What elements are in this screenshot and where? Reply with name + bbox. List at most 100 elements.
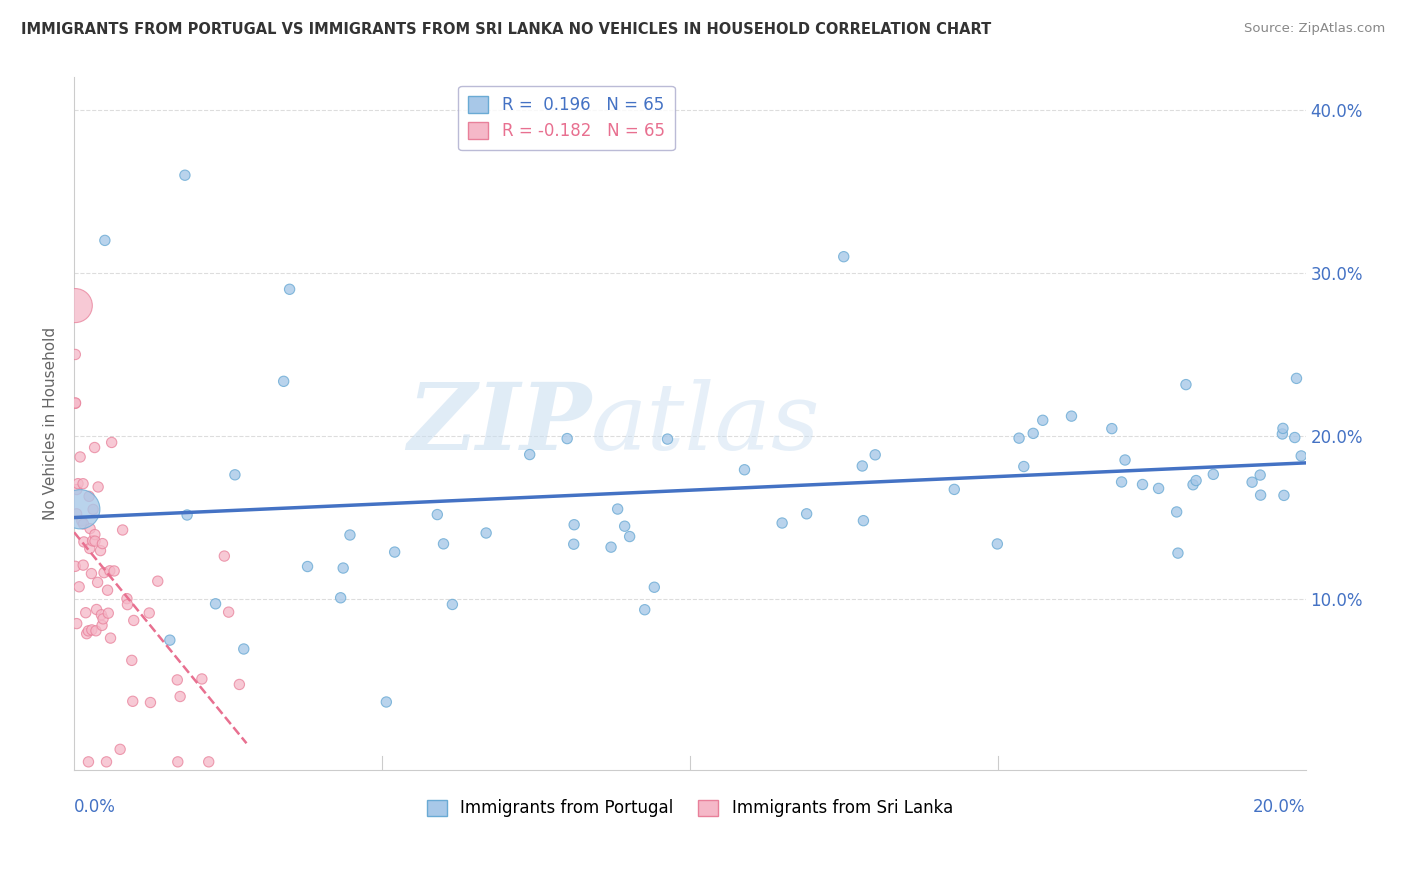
Point: [555, 432, 578, 446]
Point: [643, 580, 665, 594]
Point: [159, 633, 181, 648]
Point: [1185, 474, 1208, 488]
Point: [91, 618, 114, 632]
Point: [65, 396, 87, 410]
Point: [619, 530, 641, 544]
Point: [66, 476, 89, 491]
Point: [65, 396, 87, 410]
Point: [332, 561, 354, 575]
Point: [72, 516, 94, 531]
Point: [1289, 449, 1312, 463]
Point: [93, 566, 115, 580]
Text: Source: ZipAtlas.com: Source: ZipAtlas.com: [1244, 22, 1385, 36]
Point: [863, 448, 886, 462]
Point: [67, 580, 90, 594]
Point: [103, 564, 125, 578]
Point: [214, 549, 236, 563]
Point: [562, 517, 585, 532]
Point: [121, 694, 143, 708]
Point: [278, 282, 301, 296]
Point: [98, 564, 121, 578]
Point: [108, 742, 131, 756]
Point: [174, 168, 197, 182]
Point: [69, 450, 91, 464]
Point: [90, 607, 112, 622]
Point: [1147, 482, 1170, 496]
Point: [77, 755, 100, 769]
Point: [197, 755, 219, 769]
Point: [83, 527, 105, 541]
Point: [218, 605, 240, 619]
Point: [1101, 422, 1123, 436]
Point: [80, 623, 103, 637]
Point: [1060, 409, 1083, 424]
Point: [65, 507, 87, 521]
Point: [191, 672, 214, 686]
Point: [166, 755, 188, 769]
Point: [96, 755, 118, 769]
Point: [562, 537, 585, 551]
Point: [606, 502, 628, 516]
Point: [169, 690, 191, 704]
Point: [1250, 488, 1272, 502]
Point: [82, 502, 104, 516]
Point: [1271, 421, 1294, 435]
Point: [224, 467, 246, 482]
Point: [84, 624, 107, 638]
Text: ZIP: ZIP: [408, 379, 592, 468]
Point: [1285, 371, 1308, 385]
Point: [796, 507, 818, 521]
Point: [96, 583, 118, 598]
Point: [1022, 426, 1045, 441]
Point: [66, 483, 89, 497]
Point: [1167, 546, 1189, 560]
Point: [770, 516, 793, 530]
Point: [79, 541, 101, 556]
Point: [115, 591, 138, 606]
Point: [613, 519, 636, 533]
Point: [72, 476, 94, 491]
Point: [634, 603, 657, 617]
Text: atlas: atlas: [592, 379, 821, 468]
Point: [657, 432, 679, 446]
Y-axis label: No Vehicles in Household: No Vehicles in Household: [44, 327, 58, 520]
Point: [65, 559, 87, 574]
Point: [166, 673, 188, 687]
Point: [75, 606, 97, 620]
Legend: Immigrants from Portugal, Immigrants from Sri Lanka: Immigrants from Portugal, Immigrants fro…: [420, 793, 959, 824]
Point: [734, 463, 756, 477]
Point: [600, 540, 623, 554]
Point: [100, 435, 122, 450]
Point: [475, 526, 498, 541]
Point: [1111, 475, 1133, 489]
Point: [87, 480, 110, 494]
Point: [82, 533, 104, 548]
Point: [84, 534, 107, 549]
Point: [86, 575, 108, 590]
Point: [65, 299, 87, 313]
Point: [426, 508, 449, 522]
Point: [1271, 427, 1294, 442]
Text: 0.0%: 0.0%: [75, 797, 115, 815]
Point: [432, 537, 454, 551]
Point: [1175, 377, 1198, 392]
Point: [986, 537, 1008, 551]
Point: [1166, 505, 1188, 519]
Point: [70, 514, 93, 528]
Point: [91, 536, 114, 550]
Point: [441, 598, 464, 612]
Point: [79, 522, 101, 536]
Point: [100, 631, 122, 645]
Point: [339, 528, 361, 542]
Point: [1202, 467, 1225, 482]
Point: [72, 558, 94, 573]
Point: [80, 566, 103, 581]
Point: [852, 514, 875, 528]
Point: [384, 545, 406, 559]
Point: [1114, 453, 1136, 467]
Point: [297, 559, 319, 574]
Point: [139, 696, 162, 710]
Text: 20.0%: 20.0%: [1253, 797, 1306, 815]
Point: [1182, 477, 1205, 491]
Point: [204, 597, 226, 611]
